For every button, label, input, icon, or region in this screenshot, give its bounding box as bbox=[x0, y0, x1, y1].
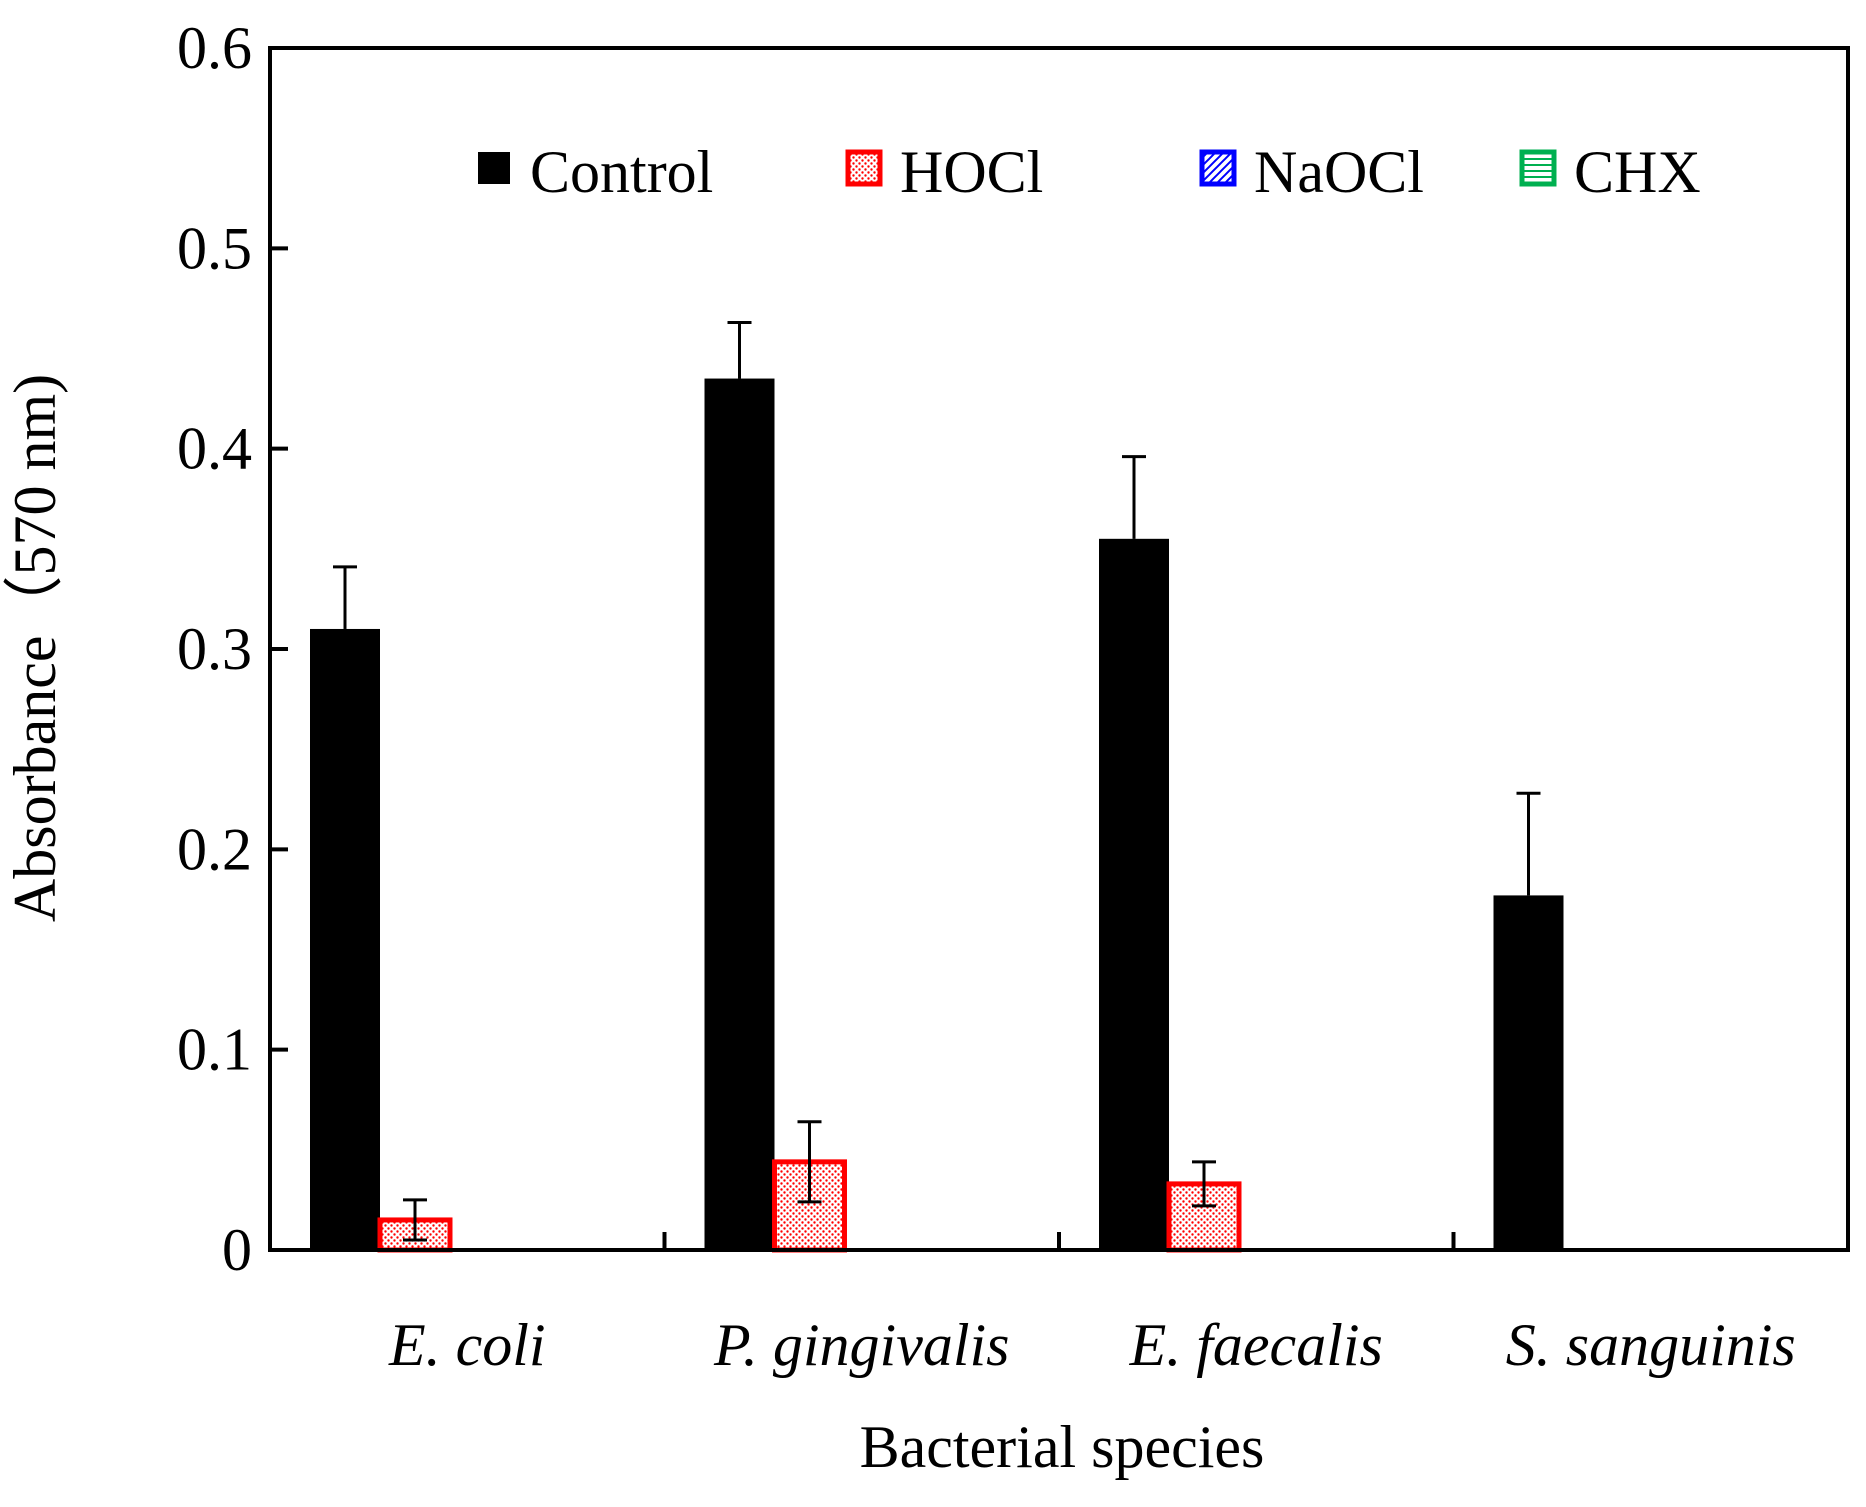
legend-swatch-chx bbox=[1519, 149, 1557, 187]
y-tick-label: 0.3 bbox=[177, 616, 252, 682]
plot-area bbox=[268, 46, 1850, 1253]
y-tick-label: 0 bbox=[222, 1217, 252, 1283]
x-tick-label: E. coli bbox=[388, 1312, 546, 1378]
legend-swatch-control bbox=[478, 152, 510, 184]
legend-label-control: Control bbox=[530, 139, 713, 205]
x-axis: E. coli P. gingivalis E. faecalis S. sangui… bbox=[388, 1232, 1796, 1378]
y-axis-title: Absorbance（570 nm) bbox=[2, 374, 68, 922]
y-tick-label: 0.6 bbox=[177, 15, 252, 81]
bar-control-1 bbox=[704, 378, 775, 1250]
y-tick-label: 0.2 bbox=[177, 816, 252, 882]
legend-swatch-hocl bbox=[845, 149, 883, 187]
bar-control-2 bbox=[1099, 538, 1169, 1250]
bar-control-0 bbox=[310, 628, 380, 1250]
y-axis: 0 0.1 0.2 0.3 0.4 0.5 0.6 bbox=[177, 15, 288, 1283]
x-axis-title: Bacterial species bbox=[860, 1414, 1265, 1480]
plot-frame bbox=[268, 46, 1850, 1252]
x-tick-label: S. sanguinis bbox=[1506, 1312, 1796, 1378]
legend-label-hocl: HOCl bbox=[900, 139, 1043, 205]
y-tick-label: 0.4 bbox=[177, 416, 252, 482]
x-tick-label: P. gingivalis bbox=[713, 1312, 1010, 1378]
y-tick-label: 0.1 bbox=[177, 1017, 252, 1083]
x-tick-label: E. faecalis bbox=[1129, 1312, 1383, 1378]
legend-label-chx: CHX bbox=[1574, 139, 1701, 205]
legend-label-naocl: NaOCl bbox=[1254, 139, 1424, 205]
legend-swatch-naocl bbox=[1199, 149, 1237, 187]
bar-control-3 bbox=[1493, 895, 1564, 1250]
legend: Control HOCl NaOCl CHX bbox=[478, 139, 1701, 205]
y-tick-label: 0.5 bbox=[177, 215, 252, 281]
